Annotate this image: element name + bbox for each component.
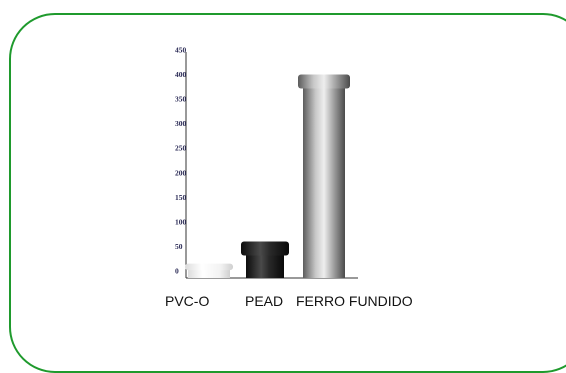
category-label: FERRO FUNDIDO: [296, 293, 413, 309]
pipe-body: [303, 86, 345, 278]
pipe-socket: [241, 241, 289, 256]
y-tick-label: 350: [175, 95, 187, 104]
y-tick-label: 250: [175, 144, 187, 153]
y-tick-label: 200: [175, 168, 187, 177]
bar-pead: [241, 241, 289, 278]
y-tick-label: 50: [175, 242, 183, 251]
pipe-socket: [298, 74, 350, 89]
bar-ferro-fundido: [298, 74, 350, 278]
category-label: PEAD: [245, 293, 283, 309]
category-label: PVC-O: [165, 293, 209, 309]
pipe-bar-chart: 0 50 100 150 200 250 300 350 400 450 PVC-O PEAD FER…: [165, 46, 413, 310]
bar-pvc-o: [185, 263, 233, 278]
y-tick-label: 450: [175, 46, 187, 55]
y-tick-label: 0: [175, 267, 179, 276]
y-tick-label: 400: [175, 70, 187, 79]
y-tick-label: 150: [175, 193, 187, 202]
pipe-body: [188, 268, 230, 278]
y-tick-label: 100: [175, 217, 187, 226]
y-tick-label: 300: [175, 119, 187, 128]
pipe-body: [246, 253, 284, 278]
pipe-socket: [185, 263, 233, 271]
